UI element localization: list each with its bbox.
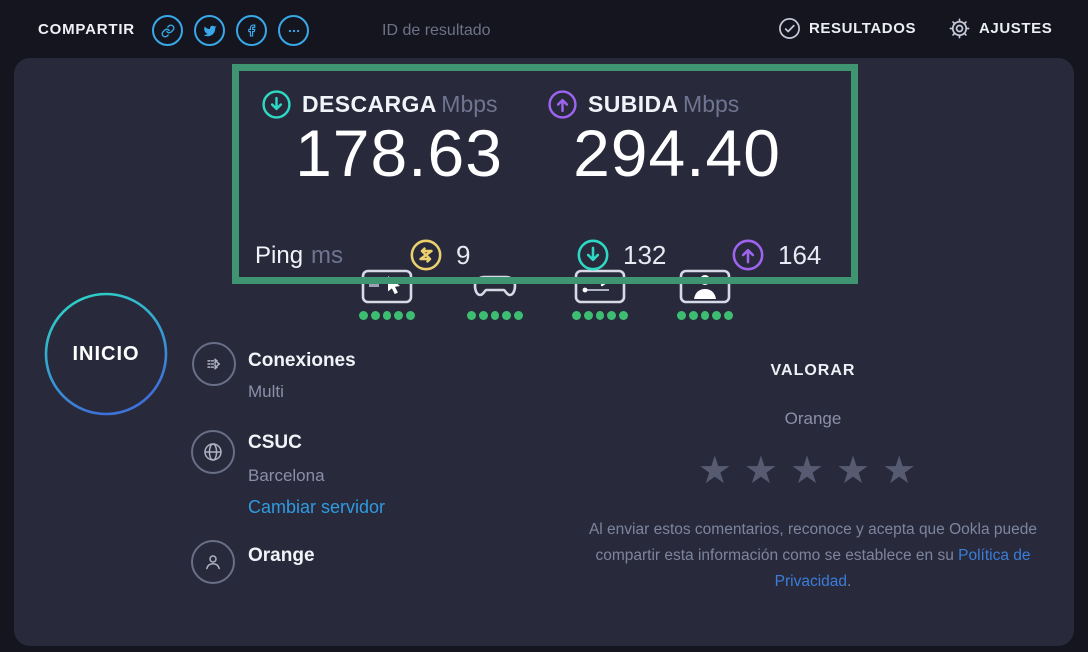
change-server-link[interactable]: Cambiar servidor (248, 497, 386, 517)
speed-results-highlight-box: DESCARGA Mbps SUBIDA Mbps 178.63 294.40 … (232, 64, 858, 284)
connections-icon (192, 342, 236, 386)
results-label: RESULTADOS (809, 20, 917, 37)
quality-dot (607, 311, 617, 320)
quality-dot (572, 311, 581, 320)
quality-dot (394, 311, 404, 320)
star-rating[interactable]: ★★★★★ (583, 451, 1043, 491)
facebook-icon (245, 24, 258, 37)
ping-download-icon (576, 238, 610, 272)
rating-disclaimer: Al enviar estos comentarios, reconoce y … (583, 517, 1043, 595)
download-unit: Mbps (441, 91, 498, 117)
ping-download-item: 132 (576, 238, 666, 272)
quality-dot (595, 311, 605, 320)
star-icon[interactable]: ★ (836, 450, 883, 492)
share-buttons (152, 15, 309, 46)
ping-idle-value: 9 (456, 239, 471, 270)
quality-dot (502, 311, 512, 320)
disclaimer-period: . (847, 573, 852, 590)
speed-slider-icon (572, 268, 628, 308)
result-panel (14, 58, 1074, 646)
ping-label: Ping (255, 242, 304, 269)
upload-header: SUBIDA Mbps (547, 89, 739, 120)
settings-label: AJUSTES (979, 20, 1053, 37)
ping-unit: ms (311, 242, 344, 269)
quality-dot (478, 311, 488, 320)
quality-dot (467, 311, 476, 320)
link-icon (161, 24, 175, 38)
upload-unit: Mbps (683, 91, 740, 117)
share-label: COMPARTIR (38, 21, 135, 38)
download-label: DESCARGA (302, 91, 437, 117)
download-circle-icon (261, 89, 292, 120)
more-icon (287, 24, 301, 38)
quality-dot (370, 311, 380, 320)
share-twitter-button[interactable] (194, 15, 225, 46)
ping-idle-item: 9 (409, 238, 470, 272)
results-nav-button[interactable]: RESULTADOS (778, 17, 916, 40)
server-globe-icon (191, 430, 235, 474)
quality-dot (688, 311, 698, 320)
quality-dots (467, 311, 523, 320)
quality-dot (712, 311, 722, 320)
download-value: 178.63 (295, 116, 503, 190)
quality-dot (359, 311, 368, 320)
ping-upload-item: 164 (731, 238, 821, 272)
rating-provider: Orange (784, 409, 842, 428)
privacy-policy-link[interactable]: Política de Privacidad (774, 547, 1031, 590)
gamepad-icon (467, 268, 523, 308)
star-icon[interactable]: ★ (743, 450, 790, 492)
share-facebook-button[interactable] (236, 15, 267, 46)
twitter-icon (203, 24, 217, 38)
quality-dots (572, 311, 628, 320)
rating-title: VALORAR (770, 362, 856, 379)
rating-section: VALORAR Orange ★★★★★ Al enviar estos com… (583, 362, 1043, 595)
gear-icon (948, 17, 971, 40)
quality-dots (677, 311, 733, 320)
restart-label: INICIO (72, 342, 140, 365)
inicio-circle (44, 292, 168, 416)
quality-dot (677, 311, 686, 320)
quality-dot (490, 311, 500, 320)
download-header: DESCARGA Mbps (261, 89, 498, 120)
ping-upload-value: 164 (778, 239, 822, 270)
ping-idle-icon (409, 238, 443, 272)
ping-upload-icon (731, 238, 765, 272)
gaming-quality-indicator (467, 268, 523, 320)
connections-title: Conexiones (248, 350, 356, 371)
isp-name: Orange (248, 545, 315, 566)
server-location: Barcelona (248, 466, 325, 485)
quality-dot (619, 311, 628, 320)
star-icon[interactable]: ★ (697, 450, 744, 492)
quality-dot (406, 311, 415, 320)
quality-dot (583, 311, 593, 320)
star-icon[interactable]: ★ (789, 450, 837, 492)
quality-dot (514, 311, 523, 320)
quality-dot (700, 311, 710, 320)
result-id-label: ID de resultado (382, 22, 491, 39)
streaming-quality-indicator (572, 268, 628, 320)
ping-download-value: 132 (623, 239, 667, 270)
quality-dots (359, 311, 415, 320)
upload-label: SUBIDA (588, 91, 679, 117)
ping-row: Ping ms 9 132 (239, 236, 851, 278)
upload-value: 294.40 (573, 116, 781, 190)
restart-test-button[interactable]: INICIO (44, 292, 168, 416)
settings-nav-button[interactable]: AJUSTES (948, 17, 1052, 40)
share-more-button[interactable] (278, 15, 309, 46)
top-bar: COMPARTIR (0, 0, 1088, 58)
quality-dot (382, 311, 392, 320)
upload-circle-icon (547, 89, 578, 120)
disclaimer-text: Al enviar estos comentarios, reconoce y … (588, 521, 1038, 564)
star-icon[interactable]: ★ (882, 450, 929, 492)
check-circle-icon (778, 17, 801, 40)
server-name: CSUC (248, 432, 302, 453)
quality-dot (724, 311, 733, 320)
share-link-button[interactable] (152, 15, 183, 46)
connections-value: Multi (248, 382, 284, 401)
isp-person-icon (191, 540, 235, 584)
